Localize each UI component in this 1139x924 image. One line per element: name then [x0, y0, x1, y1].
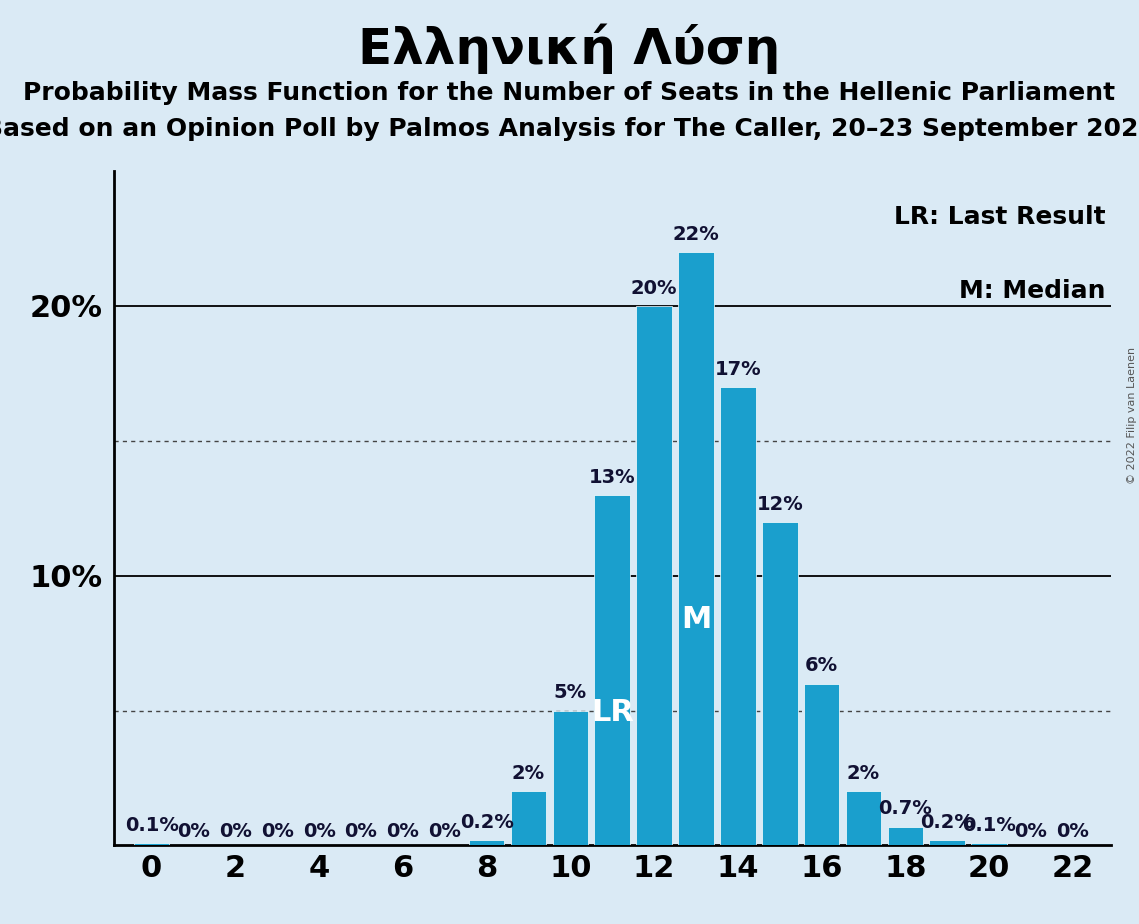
Text: Ελληνική Λύση: Ελληνική Λύση	[359, 23, 780, 74]
Bar	[887, 827, 923, 845]
Text: 13%: 13%	[589, 468, 636, 487]
Bar	[595, 494, 630, 845]
Text: 6%: 6%	[805, 656, 838, 675]
Text: © 2022 Filip van Laenen: © 2022 Filip van Laenen	[1126, 347, 1137, 484]
Bar	[510, 792, 547, 845]
Text: 5%: 5%	[554, 684, 587, 702]
Bar	[845, 792, 882, 845]
Text: 0.2%: 0.2%	[920, 813, 974, 832]
Text: 0%: 0%	[261, 822, 294, 842]
Bar	[929, 840, 965, 845]
Text: 0%: 0%	[303, 822, 336, 842]
Text: 0%: 0%	[219, 822, 252, 842]
Text: 12%: 12%	[756, 494, 803, 514]
Text: 0.7%: 0.7%	[878, 799, 932, 819]
Bar	[762, 522, 797, 845]
Text: LR: Last Result: LR: Last Result	[894, 205, 1106, 228]
Text: 0%: 0%	[1056, 822, 1089, 842]
Text: 0%: 0%	[386, 822, 419, 842]
Text: Based on an Opinion Poll by Palmos Analysis for The Caller, 20–23 September 2022: Based on an Opinion Poll by Palmos Analy…	[0, 117, 1139, 141]
Bar	[678, 252, 714, 845]
Text: LR: LR	[591, 698, 633, 726]
Text: M: Median: M: Median	[959, 279, 1106, 303]
Text: 17%: 17%	[714, 359, 761, 379]
Text: 20%: 20%	[631, 279, 678, 298]
Text: 2%: 2%	[511, 764, 546, 784]
Text: 0.1%: 0.1%	[124, 816, 179, 834]
Text: 2%: 2%	[847, 764, 880, 784]
Bar	[637, 306, 672, 845]
Bar	[972, 843, 1007, 845]
Bar	[133, 843, 170, 845]
Text: 22%: 22%	[673, 225, 720, 244]
Text: 0%: 0%	[1015, 822, 1048, 842]
Bar	[552, 711, 588, 845]
Text: 0.1%: 0.1%	[962, 816, 1016, 834]
Text: 0%: 0%	[177, 822, 210, 842]
Bar	[720, 387, 755, 845]
Bar	[804, 684, 839, 845]
Text: 0%: 0%	[344, 822, 377, 842]
Text: M: M	[681, 605, 711, 635]
Bar	[469, 840, 505, 845]
Text: Probability Mass Function for the Number of Seats in the Hellenic Parliament: Probability Mass Function for the Number…	[24, 81, 1115, 105]
Text: 0%: 0%	[428, 822, 461, 842]
Text: 0.2%: 0.2%	[460, 813, 514, 832]
